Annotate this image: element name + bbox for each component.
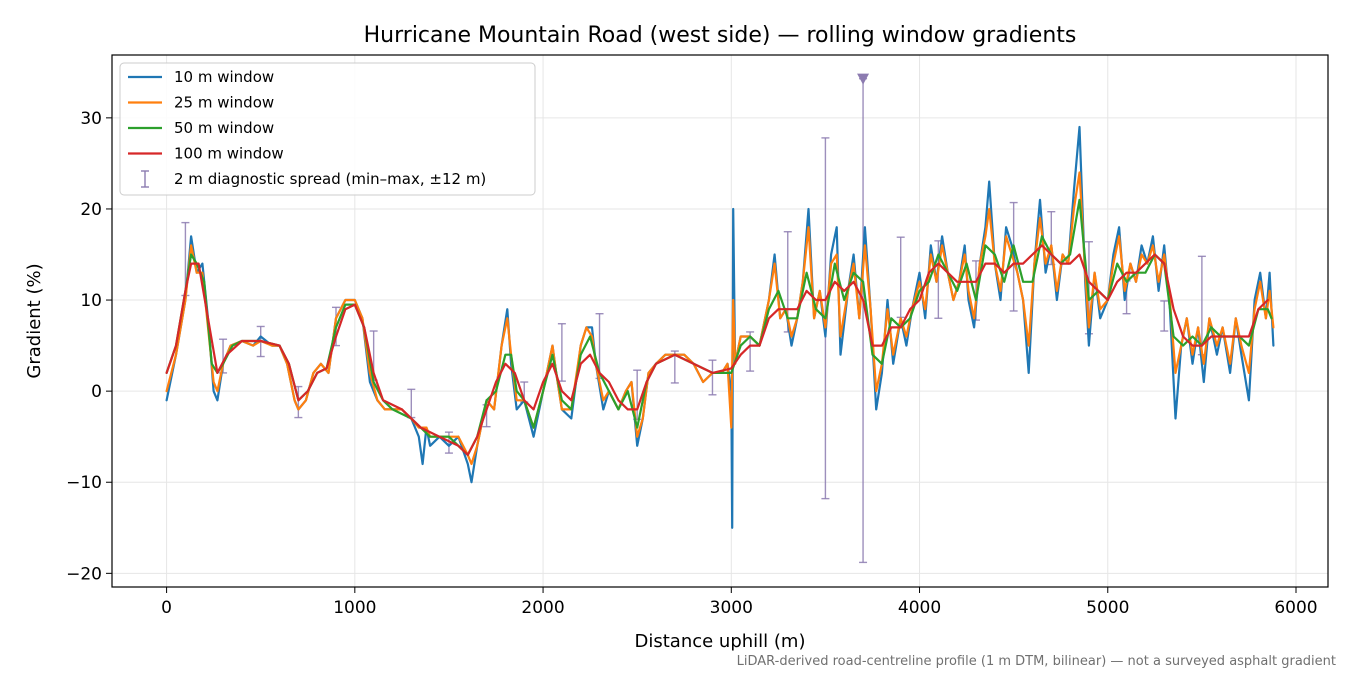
legend-box: [119, 62, 536, 196]
spread-bar: [1160, 300, 1169, 332]
x-tick-label: 3000: [710, 598, 753, 618]
legend: 10 m window 25 m window 50 m window 100 m w…: [119, 62, 536, 196]
y-tick-label: 30: [80, 109, 102, 129]
x-tick-label: 5000: [1086, 598, 1129, 618]
x-tick-label: 1000: [333, 598, 376, 618]
y-tick-label: 20: [80, 200, 102, 220]
series-layer: [165, 125, 1275, 529]
x-tick-label: 2000: [521, 598, 564, 618]
y-tick-label: 10: [80, 291, 102, 311]
caption: LiDAR-derived road-centreline profile (1…: [737, 654, 1336, 669]
plot-area: [111, 54, 1329, 588]
series-line: [165, 244, 1269, 456]
legend-label: 50 m window: [174, 119, 274, 137]
legend-label: 25 m window: [174, 94, 274, 112]
x-axis-label: Distance uphill (m): [635, 631, 806, 652]
legend-label: 100 m window: [174, 145, 284, 163]
legend-items: 10 m window 25 m window 50 m window 100 m w…: [128, 68, 486, 188]
y-axis-label: Gradient (%): [24, 263, 45, 378]
x-tick-label: 6000: [1274, 598, 1317, 618]
y-tick-label: −10: [66, 473, 102, 493]
legend-label: 2 m diagnostic spread (min–max, ±12 m): [174, 170, 486, 188]
clipped-marker: [857, 73, 870, 85]
y-axis: −20 −10 0 10 20 30: [66, 109, 112, 584]
spread-bar: [708, 359, 717, 396]
series-line: [165, 171, 1275, 466]
y-tick-label: 0: [91, 382, 102, 402]
y-tick-label: −20: [66, 564, 102, 584]
spread-bar: [746, 331, 755, 372]
x-axis: 0 1000 2000 3000 4000 5000 6000: [161, 587, 1318, 618]
chart-title: Hurricane Mountain Road (west side) — ro…: [364, 23, 1077, 48]
spread-bar: [670, 350, 679, 384]
plot-frame: [111, 54, 1329, 588]
x-tick-label: 4000: [898, 598, 941, 618]
x-tick-label: 0: [161, 598, 172, 618]
legend-label: 10 m window: [174, 68, 274, 86]
